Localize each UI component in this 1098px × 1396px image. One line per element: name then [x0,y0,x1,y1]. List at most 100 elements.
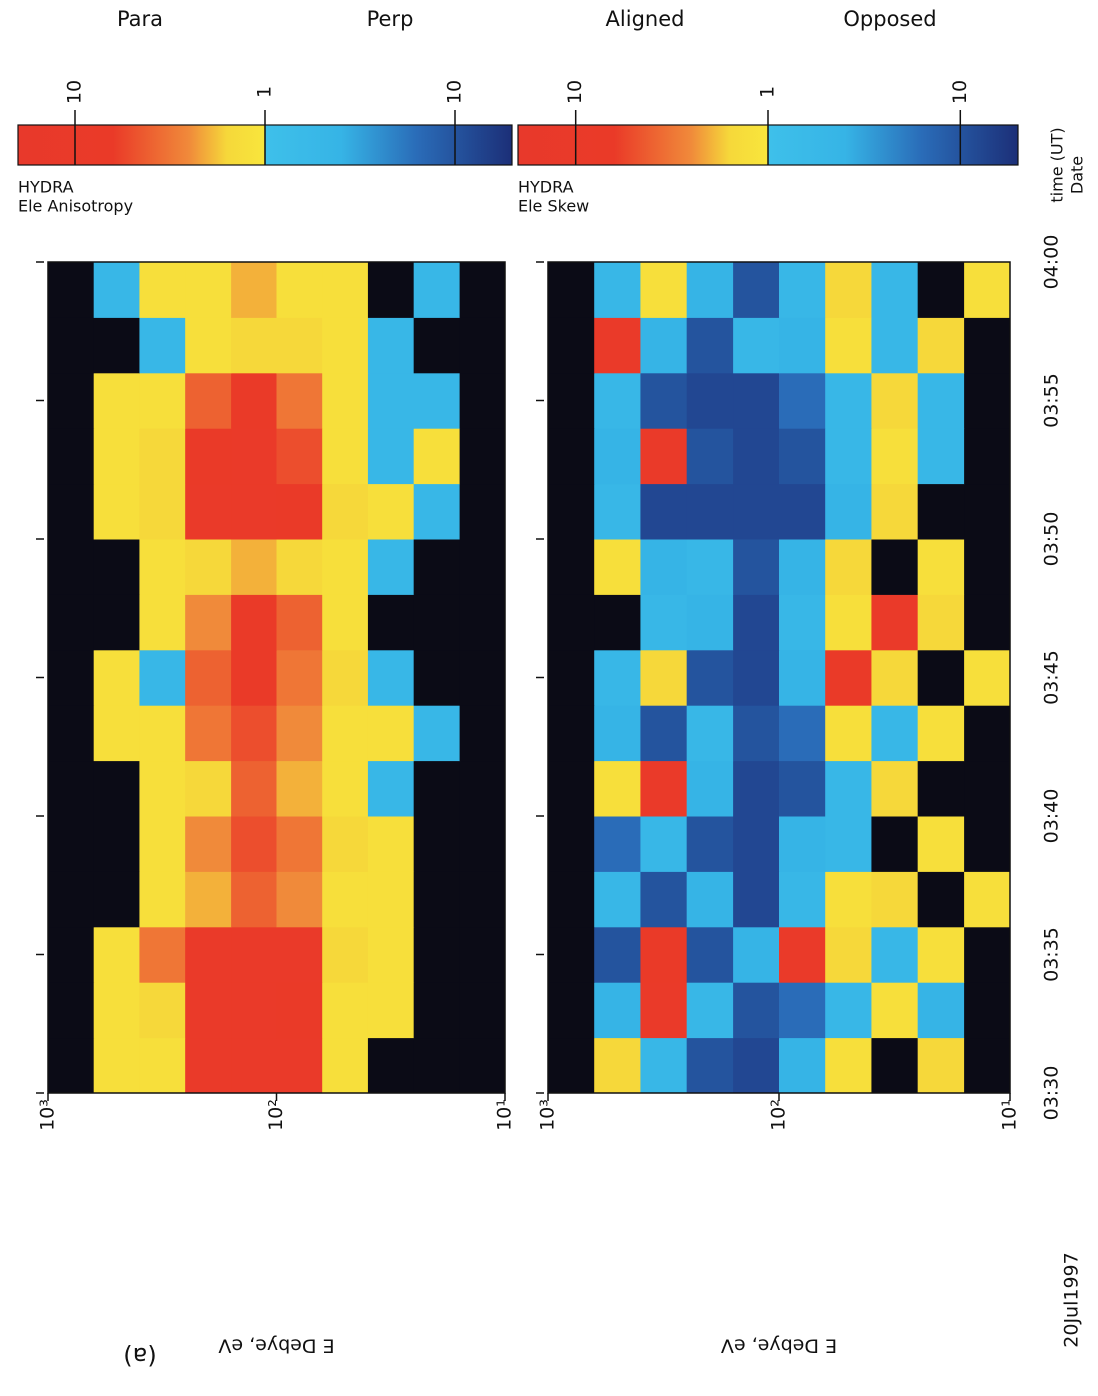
heatmap-cell [825,317,872,373]
heatmap-cell [733,262,779,318]
heatmap-cell [871,373,918,429]
heatmap-cell [733,761,779,817]
heatmap-cell [414,594,460,650]
heatmap-cell [368,650,414,706]
heatmap-cell [779,317,826,373]
heatmap-cell [368,871,414,927]
heatmap-cell [94,816,140,872]
heatmap-cell [231,539,277,595]
heatmap-cell [277,927,323,983]
heatmap-cell [185,1038,231,1094]
heatmap-cell [368,816,414,872]
heatmap-cell [368,317,414,373]
heatmap-cell [594,373,641,429]
heatmap-cell [185,761,231,817]
heatmap-cell [733,484,779,540]
heatmap-cell [322,428,368,484]
heatmap-cell [779,650,826,706]
heatmap-cell [368,1038,414,1094]
heatmap-cell [594,761,641,817]
heatmap-cell [322,594,368,650]
heatmap-cell [94,761,140,817]
heatmap-cell [48,317,94,373]
colorbar-tick-label: 10 [564,80,586,104]
subtitle: Ele Anisotropy [18,197,133,216]
colorbar-tick-label: 1 [757,86,779,98]
heatmap-cell [185,317,231,373]
heatmap-cell [414,539,460,595]
heatmap-cell [640,373,687,429]
heatmap-cell [94,1038,140,1094]
heatmap-cell [825,262,872,318]
heatmap-cell [871,816,918,872]
heatmap-cell [94,982,140,1038]
heatmap-cell [733,317,779,373]
heatmap-cell [414,484,460,540]
heatmap-cell [825,871,872,927]
heatmap-cell [414,761,460,817]
heatmap-cell [548,816,595,872]
date-label: Date [1068,156,1087,194]
heatmap-cell [918,650,965,706]
heatmap-cell [594,594,641,650]
colorbar-tick-label: 1 [254,86,276,98]
x-axis-label: E Debye, eV [218,1335,334,1357]
heatmap-cell [594,428,641,484]
x-tick-label: 10¹ [494,1099,516,1131]
heatmap-cell [139,428,185,484]
heatmap-cell [548,262,595,318]
heatmap-cell [918,317,965,373]
heatmap-cell [733,650,779,706]
heatmap-cell [733,871,779,927]
heatmap-cell [139,317,185,373]
heatmap-cell [687,761,734,817]
heatmap-cell [594,539,641,595]
heatmap-cell [733,705,779,761]
heatmap-cell [322,373,368,429]
heatmap-cell [277,761,323,817]
heatmap-cell [322,705,368,761]
heatmap-cell [548,705,595,761]
heatmap-cell [687,262,734,318]
heatmap-cell [460,871,506,927]
heatmap-cell [964,317,1010,373]
heatmap-cell [687,705,734,761]
heatmap-cell [779,871,826,927]
heatmap-cell [460,484,506,540]
heatmap-cell [48,1038,94,1094]
heatmap-cell [548,594,595,650]
heatmap-cell [231,705,277,761]
heatmap-cell [871,705,918,761]
heatmap-cell [687,982,734,1038]
heatmap-cell [139,1038,185,1094]
heatmap-cell [139,484,185,540]
heatmap-cell [368,594,414,650]
heatmap-cell [185,484,231,540]
heatmap-cell [414,373,460,429]
heatmap-cell [277,317,323,373]
heatmap-cell [825,761,872,817]
heatmap-cell [640,317,687,373]
heatmap-cell [825,1038,872,1094]
heatmap-cell [414,871,460,927]
heatmap-cell [548,539,595,595]
x-tick-label: 10¹ [999,1099,1021,1131]
heatmap-cell [139,982,185,1038]
heatmap-cell [368,927,414,983]
heatmap-cell [640,761,687,817]
heatmap-cell [918,761,965,817]
heatmap-cell [871,927,918,983]
heatmap-cell [48,262,94,318]
heatmap-cell [368,982,414,1038]
heatmap-cell [139,816,185,872]
heatmap-cell [687,650,734,706]
heatmap-cell [871,317,918,373]
heatmap-cell [414,705,460,761]
heatmap-cell [460,539,506,595]
heatmap-cell [48,871,94,927]
heatmap-cell [548,761,595,817]
heatmap-cell [871,262,918,318]
heatmap-cell [48,816,94,872]
heatmap-cell [231,484,277,540]
heatmap-cell [277,650,323,706]
